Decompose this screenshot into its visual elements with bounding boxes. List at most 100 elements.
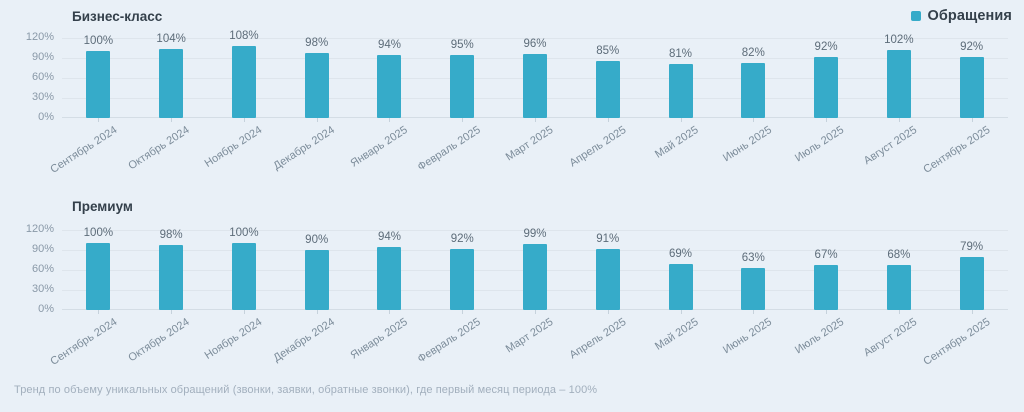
axis-tick <box>681 118 682 122</box>
bar-value-label: 94% <box>377 39 401 51</box>
axis-tick <box>972 310 973 314</box>
legend: Обращения <box>910 8 1013 24</box>
bar <box>305 250 329 310</box>
bar-value-label: 96% <box>523 38 547 50</box>
bar-value-label: 81% <box>669 48 693 60</box>
axis-tick <box>753 310 754 314</box>
axis-tick <box>389 118 390 122</box>
chart-title-premium: Премиум <box>72 199 133 214</box>
x-tick-label: Сентябрь 2024 <box>47 124 119 176</box>
bar <box>86 243 110 310</box>
x-tick-label: Сентябрь 2025 <box>921 124 993 176</box>
axis-tick <box>681 310 682 314</box>
x-tick-label: Декабрь 2024 <box>271 316 338 365</box>
bar-value-label: 100% <box>83 227 114 239</box>
y-tick-label: 0% <box>38 111 54 123</box>
axis-tick <box>972 118 973 122</box>
bar <box>596 61 620 118</box>
axis-tick <box>317 118 318 122</box>
x-tick-label: Февраль 2025 <box>415 124 483 174</box>
x-tick-label: Ноябрь 2024 <box>202 316 265 362</box>
chart-title-business-class: Бизнес-класс <box>72 9 163 24</box>
bar-value-label: 102% <box>884 34 914 46</box>
x-tick-label: Декабрь 2024 <box>271 124 338 173</box>
y-tick-label: 120% <box>25 223 54 235</box>
bar <box>305 53 329 118</box>
bar <box>814 57 838 118</box>
x-tick-label: Октябрь 2024 <box>126 316 192 365</box>
bar <box>450 249 474 310</box>
x-tick-label: Январь 2025 <box>348 124 410 170</box>
bar-value-label: 99% <box>523 228 547 240</box>
legend-marker-icon <box>910 11 921 21</box>
gridline <box>62 38 1008 39</box>
gridline <box>62 230 1008 231</box>
axis-tick <box>608 310 609 314</box>
bar-value-label: 94% <box>377 231 401 243</box>
bar-value-label: 92% <box>814 41 838 53</box>
x-tick-label: Июнь 2025 <box>720 124 774 165</box>
bar <box>669 64 693 118</box>
bar <box>960 257 984 310</box>
bar-value-label: 90% <box>305 234 329 246</box>
axis-tick <box>462 118 463 122</box>
bar-value-label: 92% <box>450 233 474 245</box>
axis-tick <box>98 118 99 122</box>
bar-value-label: 100% <box>83 35 114 47</box>
x-tick-label: Ноябрь 2024 <box>202 124 265 170</box>
axis-tick <box>98 310 99 314</box>
y-tick-label: 30% <box>31 283 54 295</box>
bar-value-label: 98% <box>159 229 183 241</box>
x-tick-label: Январь 2025 <box>348 316 410 362</box>
bar-value-label: 91% <box>596 233 620 245</box>
bar-value-label: 68% <box>887 249 911 261</box>
bar-value-label: 82% <box>741 47 765 59</box>
x-tick-label: Сентябрь 2025 <box>921 316 993 368</box>
x-tick-label: Июнь 2025 <box>720 316 774 357</box>
bar <box>669 264 693 310</box>
bar-value-label: 67% <box>814 249 838 261</box>
axis-tick <box>317 310 318 314</box>
bar-plot-business-class: 120% 90% 60% 30% 0% 100% Сентябрь 2024 104% Октя… <box>26 30 1008 176</box>
axis-tick <box>244 118 245 122</box>
y-tick-label: 0% <box>38 303 54 315</box>
axis-tick <box>826 118 827 122</box>
bar <box>232 46 256 118</box>
bar-value-label: 63% <box>741 252 765 264</box>
bar <box>450 55 474 118</box>
x-tick-label: Февраль 2025 <box>415 316 483 366</box>
axis-tick <box>899 310 900 314</box>
bar-value-label: 98% <box>305 37 329 49</box>
axis-tick <box>899 118 900 122</box>
x-tick-label: Март 2025 <box>503 316 556 356</box>
bar <box>596 249 620 310</box>
y-tick-label: 90% <box>31 51 54 63</box>
axis-tick <box>826 310 827 314</box>
bar-value-label: 104% <box>156 33 186 45</box>
y-tick-label: 120% <box>25 31 54 43</box>
bar <box>887 50 911 118</box>
axis-tick <box>608 118 609 122</box>
bar <box>377 55 401 118</box>
x-tick-label: Май 2025 <box>653 316 702 353</box>
axis-tick <box>753 118 754 122</box>
bar-value-label: 79% <box>960 241 984 253</box>
bar <box>159 49 183 118</box>
bar <box>741 268 765 310</box>
x-tick-label: Октябрь 2024 <box>126 124 192 173</box>
bar <box>960 57 984 118</box>
bar-value-label: 100% <box>229 227 259 239</box>
axis-tick <box>171 310 172 314</box>
footer-note: Тренд по объему уникальных обращений (зв… <box>14 384 598 396</box>
axis-tick <box>244 310 245 314</box>
axis-tick <box>171 118 172 122</box>
bar-value-label: 108% <box>229 30 259 42</box>
bar-value-label: 69% <box>669 248 693 260</box>
bar <box>86 51 110 118</box>
bar <box>232 243 256 310</box>
bar <box>741 63 765 118</box>
legend-label: Обращения <box>927 8 1012 24</box>
bar <box>377 247 401 310</box>
bar-plot-premium: 120% 90% 60% 30% 0% 100% Сентябрь 2024 98% Октяб… <box>26 223 1008 368</box>
bar-value-label: 92% <box>960 41 984 53</box>
